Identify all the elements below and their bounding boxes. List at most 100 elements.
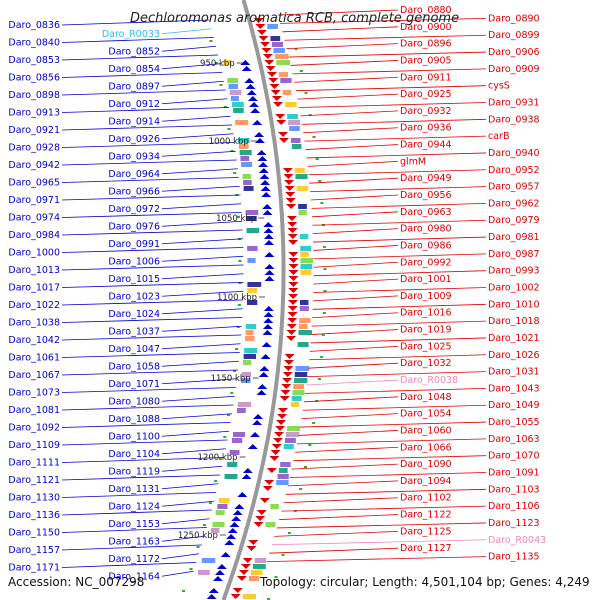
- left-gene-arrow: [224, 540, 235, 545]
- right-gene-arrow: [288, 300, 298, 305]
- right-leader-line: [292, 68, 487, 75]
- scale-tick-label: 1200 kbp: [198, 453, 238, 463]
- left-leader-line: [61, 422, 231, 428]
- left-gene-label: Daro_1109: [8, 440, 60, 451]
- left-gene-arrow: [242, 468, 253, 473]
- outer-ring-marker: [227, 414, 231, 416]
- left-gene-label: Daro_0926: [108, 134, 160, 145]
- left-gene-label: Daro_1124: [108, 501, 160, 512]
- right-gene-arrow: [271, 444, 282, 449]
- genome-summary-text: Topology: circular; Length: 4,501,104 bp…: [259, 575, 590, 589]
- right-leader-line: [305, 144, 399, 150]
- right-gene-arrow: [271, 96, 282, 101]
- left-leader-line: [61, 72, 223, 78]
- left-gene-arrow: [258, 162, 269, 167]
- outer-ring-marker: [321, 334, 325, 336]
- left-gene-arrow: [229, 522, 240, 527]
- left-gene-label: Daro_0965: [8, 178, 60, 189]
- left-leader-line: [61, 562, 197, 568]
- gene-label-layer: Daro_0836 Daro_R0033 Daro_0840 Daro_0852 Dar…: [8, 5, 546, 582]
- left-leader-line: [161, 430, 230, 437]
- right-gene-arrow: [269, 84, 280, 89]
- right-gene-arrow: [286, 336, 297, 341]
- left-leader-line: [61, 474, 221, 481]
- left-leader-line: [61, 19, 210, 26]
- right-gene-label: Daro_1018: [488, 316, 540, 327]
- left-leader-line: [61, 264, 244, 271]
- left-gene-label: Daro_0856: [8, 73, 60, 84]
- right-cog-block: [283, 444, 294, 449]
- left-gene-arrow: [220, 552, 231, 557]
- outer-ring-marker: [202, 524, 206, 526]
- right-gene-label: Daro_0940: [488, 148, 540, 159]
- right-cog-block: [294, 372, 308, 377]
- right-gene-arrow: [274, 432, 285, 437]
- right-leader-line: [313, 278, 399, 285]
- left-gene-arrow: [257, 156, 268, 161]
- right-cog-block: [248, 576, 260, 581]
- left-gene-arrow: [258, 372, 269, 377]
- right-cog-block: [298, 204, 307, 209]
- right-cog-block: [280, 78, 292, 83]
- right-leader-line: [291, 463, 399, 470]
- outer-ring-marker: [230, 150, 234, 152]
- scale-tick-label: 1250 kbp: [178, 531, 218, 541]
- right-gene-arrow: [277, 408, 288, 413]
- outer-ring-marker: [209, 40, 213, 42]
- right-leader-line: [266, 556, 487, 562]
- right-gene-label: Daro_0957: [488, 182, 540, 193]
- left-gene-label: Daro_1088: [108, 414, 160, 425]
- right-gene-arrow: [286, 324, 297, 329]
- left-gene-label: Daro_0966: [108, 186, 160, 197]
- right-leader-line: [279, 514, 399, 520]
- left-cog-block: [245, 324, 257, 329]
- left-gene-arrow: [257, 384, 268, 389]
- right-gene-label: Daro_1016: [400, 308, 452, 319]
- outer-ring-marker: [189, 568, 193, 570]
- right-gene-label: Daro_0906: [488, 47, 540, 58]
- right-leader-line: [308, 169, 487, 176]
- right-gene-arrow: [284, 354, 295, 359]
- right-gene-arrow: [264, 60, 275, 65]
- right-cog-block: [294, 378, 308, 383]
- right-leader-line: [281, 505, 487, 512]
- right-cog-block: [287, 114, 298, 119]
- right-cog-block: [300, 300, 309, 305]
- right-leader-line: [312, 312, 399, 319]
- right-gene-arrow: [279, 396, 290, 401]
- left-gene-label: Daro_1104: [108, 449, 160, 460]
- right-gene-label: Daro_0952: [488, 165, 540, 176]
- right-leader-line: [277, 9, 399, 16]
- left-gene-arrow: [263, 318, 274, 323]
- outer-ring-marker: [320, 202, 324, 204]
- left-gene-arrow: [254, 138, 265, 143]
- left-gene-arrow: [246, 90, 257, 95]
- outer-ring-marker: [281, 554, 285, 556]
- left-gene-label: Daro_1153: [108, 519, 160, 530]
- outer-ring-marker: [223, 436, 227, 438]
- right-gene-arrow: [264, 480, 275, 485]
- outer-ring-marker: [219, 458, 223, 460]
- left-gene-label: Daro_1006: [108, 256, 160, 267]
- outer-ring-marker: [304, 466, 308, 468]
- outer-ring-marker: [308, 114, 312, 116]
- left-leader-line: [161, 133, 234, 140]
- left-gene-arrow: [263, 234, 274, 239]
- right-gene-label: Daro_1091: [488, 468, 540, 479]
- left-gene-label: Daro_1150: [8, 528, 60, 539]
- right-gene-arrow: [276, 420, 287, 425]
- right-gene-arrow: [285, 192, 296, 197]
- left-gene-label: Daro_1121: [8, 475, 60, 486]
- left-cog-block: [230, 96, 239, 101]
- left-gene-label: Daro_1172: [108, 554, 160, 565]
- left-cog-block: [243, 186, 254, 191]
- right-gene-label: Daro_0956: [400, 190, 452, 201]
- right-cog-block: [274, 54, 289, 59]
- right-gene-label: Daro_0936: [400, 123, 452, 134]
- left-leader-line: [161, 238, 244, 245]
- left-gene-arrow: [263, 228, 274, 233]
- right-gene-label: carB: [488, 131, 509, 142]
- right-gene-label: Daro_1063: [488, 434, 540, 445]
- left-leader-line: [61, 369, 238, 376]
- right-gene-arrow: [277, 414, 288, 419]
